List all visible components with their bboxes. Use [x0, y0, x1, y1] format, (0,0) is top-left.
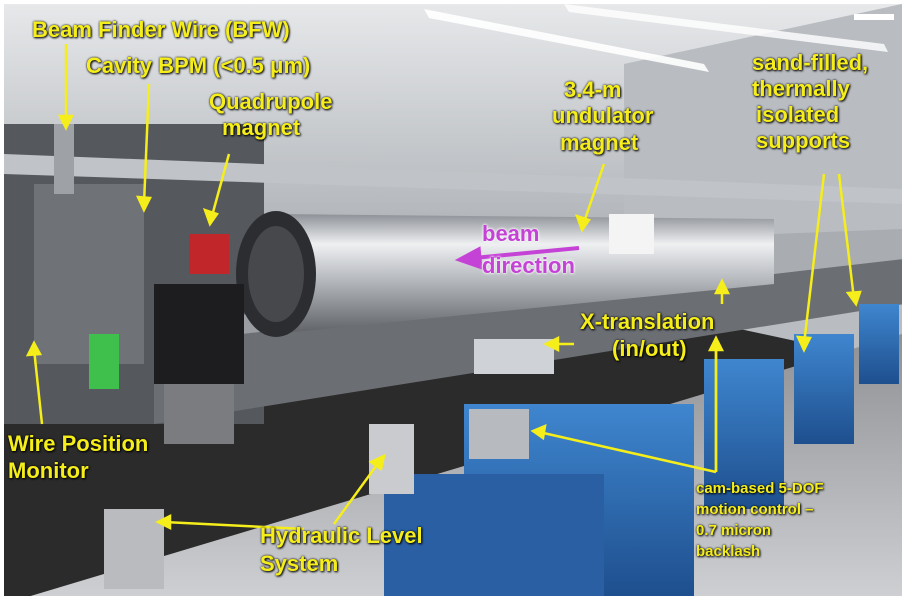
label-beam-finder-wire: Beam Finder Wire (BFW) [32, 17, 290, 42]
blue-support [859, 304, 899, 384]
photo-frame: Beam Finder Wire (BFW) Cavity BPM (<0.5 … [4, 4, 902, 596]
hls-canister [369, 424, 414, 494]
quad-motor-block [154, 284, 244, 384]
label-cam-line1: cam-based 5-DOF [696, 480, 824, 497]
label-hls-line1: Hydraulic Level [260, 523, 423, 548]
label-undulator-line2: undulator [552, 103, 654, 128]
label-hls-line2: System [260, 551, 339, 576]
quad-red-block [189, 234, 229, 274]
x-translation-block [474, 339, 554, 374]
label-supports-line1: sand-filled, [752, 50, 869, 75]
label-quadrupole-line2: magnet [222, 115, 301, 140]
label-undulator-line1: 3.4-m [564, 77, 622, 102]
label-wpm-line1: Wire Position [8, 431, 149, 456]
label-cam-line4: backlash [696, 543, 761, 560]
label-xtrans-line1: X-translation [580, 309, 715, 334]
undulator-sticker [609, 214, 654, 254]
label-supports-line4: supports [756, 128, 851, 153]
ceiling-light [424, 9, 709, 72]
label-xtrans-line2: (in/out) [612, 336, 687, 361]
blue-base [384, 474, 604, 596]
label-supports-line2: thermally [752, 76, 850, 101]
ceiling-light [854, 14, 894, 20]
hls-canister [104, 509, 164, 589]
blue-support [794, 334, 854, 444]
green-tag [89, 334, 119, 389]
label-undulator-line3: magnet [560, 130, 639, 155]
label-cavity-bpm: Cavity BPM (<0.5 μm) [86, 53, 311, 78]
label-beam-line1: beam [482, 221, 540, 246]
label-quadrupole-line1: Quadrupole [209, 89, 333, 114]
undulator-tunnel-photo [4, 4, 902, 596]
label-supports-line3: isolated [756, 102, 840, 127]
label-wpm-line2: Monitor [8, 458, 89, 483]
ceiling-light [564, 4, 888, 52]
label-cam-line3: 0.7 micron [696, 522, 772, 539]
label-cam-line2: motion control – [696, 501, 814, 518]
blue-support [704, 359, 784, 509]
label-beam-line2: direction [482, 253, 575, 278]
